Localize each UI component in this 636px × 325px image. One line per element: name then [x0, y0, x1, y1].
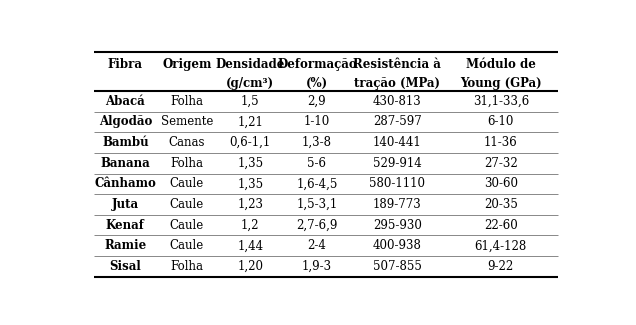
Text: Folha: Folha: [170, 95, 204, 108]
Text: 1,5-3,1: 1,5-3,1: [296, 198, 338, 211]
Text: 1,5: 1,5: [241, 95, 259, 108]
Text: 1,35: 1,35: [237, 157, 263, 170]
Text: Folha: Folha: [170, 157, 204, 170]
Text: tração (MPa): tração (MPa): [354, 77, 440, 90]
Text: Módulo de: Módulo de: [466, 58, 536, 71]
Text: Ramie: Ramie: [104, 239, 146, 252]
Text: Algodão: Algodão: [99, 115, 152, 128]
Text: (%): (%): [306, 77, 328, 90]
Text: 22-60: 22-60: [484, 219, 518, 232]
Text: Caule: Caule: [170, 198, 204, 211]
Text: 1,23: 1,23: [237, 198, 263, 211]
Text: 400-938: 400-938: [373, 239, 422, 252]
Text: 529-914: 529-914: [373, 157, 422, 170]
Text: 1,2: 1,2: [241, 219, 259, 232]
Text: Juta: Juta: [112, 198, 139, 211]
Text: 140-441: 140-441: [373, 136, 422, 149]
Text: (g/cm³): (g/cm³): [226, 77, 274, 90]
Text: Cânhamo: Cânhamo: [94, 177, 156, 190]
Text: 295-930: 295-930: [373, 219, 422, 232]
Text: Origem: Origem: [162, 58, 211, 71]
Text: Caule: Caule: [170, 239, 204, 252]
Text: 430-813: 430-813: [373, 95, 422, 108]
Text: 1,3-8: 1,3-8: [302, 136, 332, 149]
Text: 61,4-128: 61,4-128: [474, 239, 527, 252]
Text: Folha: Folha: [170, 260, 204, 273]
Text: 1,21: 1,21: [237, 115, 263, 128]
Text: 31,1-33,6: 31,1-33,6: [473, 95, 529, 108]
Text: 0,6-1,1: 0,6-1,1: [230, 136, 271, 149]
Text: Young (GPa): Young (GPa): [460, 77, 542, 90]
Text: Kenaf: Kenaf: [106, 219, 145, 232]
Text: 27-32: 27-32: [484, 157, 518, 170]
Text: Semente: Semente: [160, 115, 213, 128]
Text: 6-10: 6-10: [488, 115, 514, 128]
Text: 507-855: 507-855: [373, 260, 422, 273]
Text: Densidade: Densidade: [216, 58, 285, 71]
Text: 1-10: 1-10: [304, 115, 330, 128]
Text: 1,35: 1,35: [237, 177, 263, 190]
Text: 287-597: 287-597: [373, 115, 422, 128]
Text: Caule: Caule: [170, 219, 204, 232]
Text: Abacá: Abacá: [106, 95, 145, 108]
Text: Deformação: Deformação: [277, 58, 357, 71]
Text: 580-1110: 580-1110: [370, 177, 425, 190]
Text: 30-60: 30-60: [484, 177, 518, 190]
Text: Resistência à: Resistência à: [354, 58, 441, 71]
Text: 1,6-4,5: 1,6-4,5: [296, 177, 338, 190]
Text: 5-6: 5-6: [307, 157, 326, 170]
Text: 1,9-3: 1,9-3: [302, 260, 332, 273]
Text: Canas: Canas: [169, 136, 205, 149]
Text: 9-22: 9-22: [488, 260, 514, 273]
Text: 2,7-6,9: 2,7-6,9: [296, 219, 338, 232]
Text: 2,9: 2,9: [308, 95, 326, 108]
Text: Bambú: Bambú: [102, 136, 149, 149]
Text: 1,20: 1,20: [237, 260, 263, 273]
Text: Banana: Banana: [100, 157, 150, 170]
Text: 1,44: 1,44: [237, 239, 263, 252]
Text: Caule: Caule: [170, 177, 204, 190]
Text: 11-36: 11-36: [484, 136, 518, 149]
Text: 189-773: 189-773: [373, 198, 422, 211]
Text: 2-4: 2-4: [307, 239, 326, 252]
Text: Sisal: Sisal: [109, 260, 141, 273]
Text: 20-35: 20-35: [484, 198, 518, 211]
Text: Fibra: Fibra: [108, 58, 143, 71]
